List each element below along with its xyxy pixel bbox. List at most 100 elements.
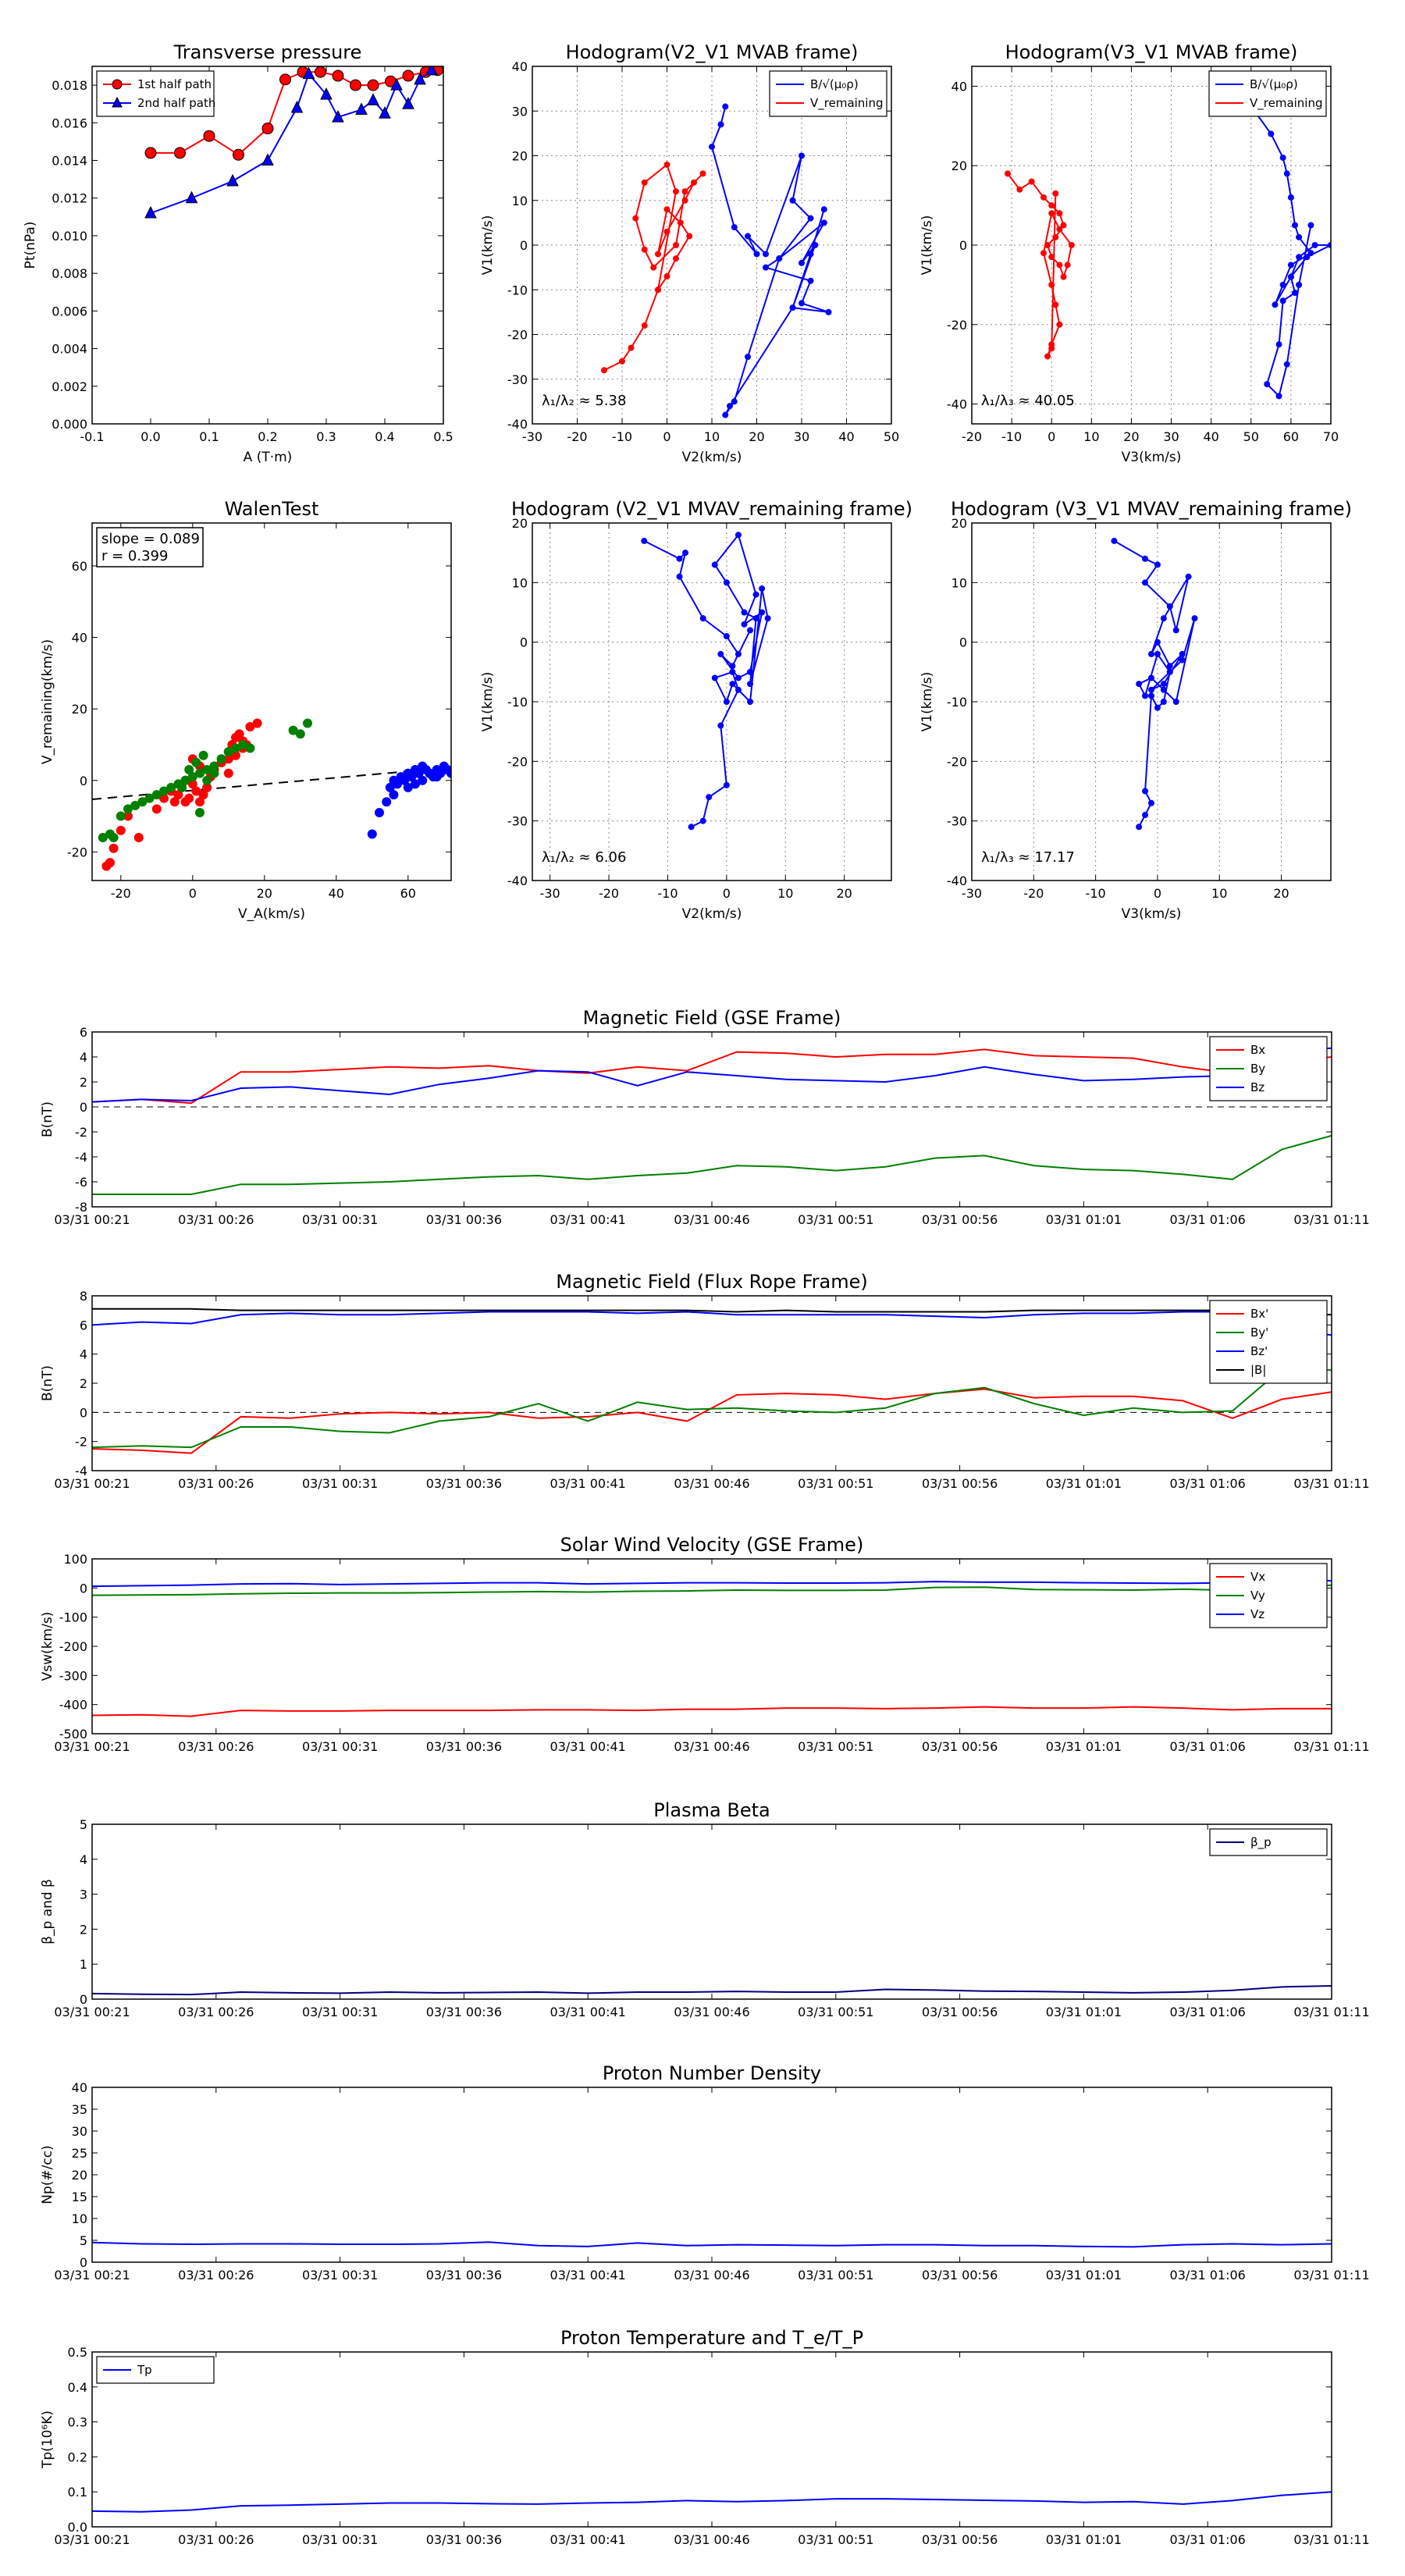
y-tick-label: 4 [80, 1050, 87, 1065]
x-tick-label: -10 [1086, 886, 1106, 901]
data-point [1279, 155, 1286, 162]
x-tick-label: 03/31 00:51 [798, 2005, 873, 2019]
data-point [98, 833, 108, 843]
data-point [202, 782, 212, 792]
data-point [747, 668, 754, 675]
x-tick-label: 03/31 01:06 [1170, 1212, 1246, 1227]
data-point [807, 277, 814, 284]
chart-ts3: Solar Wind Velocity (GSE Frame) -500 -400 -… [40, 1534, 1370, 1754]
data-point [367, 79, 379, 91]
legend-label: By [1250, 1062, 1265, 1076]
y-tick-label: 15 [72, 2190, 87, 2204]
x-tick-label: 03/31 01:01 [1046, 1212, 1122, 1227]
x-axis-label: V3(km/s) [1122, 450, 1182, 465]
data-point [116, 811, 126, 821]
legend-marker [112, 96, 123, 108]
data-point [731, 398, 738, 405]
x-tick-label: 40 [329, 886, 344, 901]
x-tick-label: 03/31 00:46 [674, 1476, 749, 1491]
data-point [663, 273, 670, 280]
plot-area [144, 66, 443, 219]
y-tick-label: -8 [75, 1200, 87, 1215]
data-point [1283, 361, 1290, 368]
data-point [223, 747, 233, 757]
series-0-line [92, 2241, 1332, 2248]
x-tick-label: -30 [540, 886, 560, 901]
data-point [108, 843, 119, 853]
x-tick-label: 0 [663, 429, 670, 444]
data-point [717, 121, 724, 128]
plot-frame [971, 522, 1332, 881]
data-point [722, 411, 729, 418]
data-point [231, 750, 240, 760]
y-tick-label: 4 [80, 1852, 87, 1867]
data-point [407, 772, 417, 782]
data-point [1136, 681, 1143, 688]
data-point [1068, 242, 1075, 248]
data-point [741, 621, 748, 628]
chart-title: Hodogram(V3_V1 MVAB frame) [1005, 41, 1298, 63]
data-point [375, 807, 384, 817]
data-point [747, 681, 754, 688]
data-point [209, 768, 219, 778]
x-tick-label: 0.4 [375, 429, 394, 444]
data-point [717, 650, 724, 657]
data-point [1056, 262, 1063, 269]
legend: Vx Vy Vz [1209, 1563, 1328, 1628]
data-point [1048, 281, 1055, 288]
x-tick-label: 03/31 00:36 [426, 1739, 502, 1754]
y-tick-label: 30 [512, 104, 528, 119]
y-tick-label: -20 [947, 754, 967, 769]
y-tick-label: 20 [72, 2168, 87, 2183]
x-tick-label: 20 [257, 886, 272, 901]
x-tick-label: 03/31 00:51 [798, 1739, 873, 1754]
plot-area [641, 532, 771, 831]
x-tick-label: 03/31 00:36 [426, 2005, 502, 2019]
data-point [1142, 788, 1149, 795]
legend-label: B/√(μ₀ρ) [1250, 77, 1298, 91]
y-tick-label: 30 [72, 2124, 87, 2139]
data-point [745, 233, 751, 240]
data-point [729, 668, 736, 675]
data-point [130, 800, 140, 810]
x-tick-label: 03/31 00:31 [302, 1476, 378, 1491]
plot-frame [91, 1558, 1332, 1735]
data-point [151, 790, 162, 800]
chart-ts5: Proton Number Density 0 5 10 15 20 25 30 35 40 03/… [40, 2062, 1370, 2282]
data-point [619, 358, 625, 365]
x-tick-label: 20 [1123, 429, 1139, 444]
y-tick-label: -300 [59, 1668, 87, 1683]
data-point [185, 190, 198, 204]
annotation-text: r = 0.399 [101, 548, 168, 564]
y-tick-label: 5 [80, 1817, 87, 1832]
data-point [1148, 686, 1154, 693]
plot-frame [91, 1295, 1332, 1471]
x-tick-label: 03/31 00:26 [178, 1476, 254, 1491]
data-point [799, 300, 805, 307]
series-bx-line [92, 1048, 1332, 1105]
chart-h4: Hodogram (V3_V1 MVAV_remaining frame) -40… [919, 498, 1352, 922]
data-point [389, 790, 399, 800]
chart-title: Solar Wind Velocity (GSE Frame) [560, 1534, 864, 1556]
data-point [711, 674, 718, 681]
data-point [1191, 615, 1198, 622]
data-point [1264, 381, 1271, 388]
series-bz--line [92, 1311, 1332, 1336]
data-point [332, 109, 344, 123]
plot-area [92, 1047, 1332, 1195]
data-point [1052, 301, 1059, 308]
data-point [752, 591, 759, 598]
data-point [116, 825, 126, 835]
y-tick-label: 60 [72, 559, 87, 574]
data-point [735, 686, 742, 693]
data-point [195, 768, 205, 778]
data-point [1172, 699, 1179, 705]
x-tick-label: 03/31 00:51 [798, 2532, 873, 2547]
y-tick-label: -20 [947, 318, 967, 333]
y-axis-label: V1(km/s) [480, 672, 496, 732]
y-tick-label: 0 [959, 635, 967, 650]
x-axis-label: V3(km/s) [1122, 906, 1182, 922]
data-point [144, 205, 157, 219]
y-tick-label: -40 [947, 873, 967, 888]
x-tick-label: 03/31 00:46 [674, 1739, 749, 1754]
